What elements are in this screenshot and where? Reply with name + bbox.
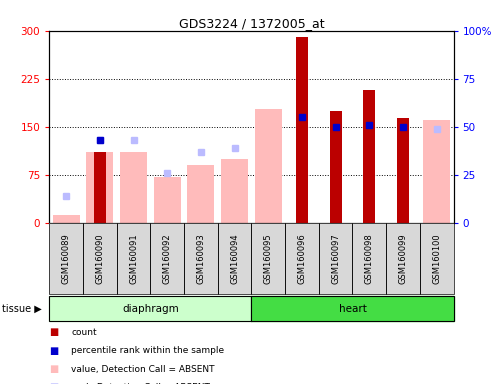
- Bar: [221, 159, 248, 223]
- Text: rank, Detection Call = ABSENT: rank, Detection Call = ABSENT: [71, 383, 211, 384]
- Text: GSM160097: GSM160097: [331, 233, 340, 284]
- Text: ■: ■: [49, 327, 59, 337]
- Text: ■: ■: [49, 364, 59, 374]
- Text: GSM160091: GSM160091: [129, 233, 138, 283]
- Text: GSM160093: GSM160093: [196, 233, 206, 284]
- Text: GSM160089: GSM160089: [62, 233, 70, 284]
- Bar: [154, 177, 180, 223]
- Bar: [296, 37, 308, 223]
- Bar: [86, 152, 113, 223]
- Text: value, Detection Call = ABSENT: value, Detection Call = ABSENT: [71, 364, 215, 374]
- Text: ■: ■: [49, 346, 59, 356]
- Text: count: count: [71, 328, 97, 337]
- Bar: [187, 165, 214, 223]
- Bar: [397, 118, 409, 223]
- Title: GDS3224 / 1372005_at: GDS3224 / 1372005_at: [178, 17, 324, 30]
- Text: GSM160092: GSM160092: [163, 233, 172, 283]
- Text: tissue ▶: tissue ▶: [2, 304, 42, 314]
- Bar: [94, 152, 106, 223]
- Text: GSM160095: GSM160095: [264, 233, 273, 283]
- Text: percentile rank within the sample: percentile rank within the sample: [71, 346, 225, 355]
- Bar: [363, 89, 375, 223]
- Bar: [53, 215, 79, 223]
- Bar: [255, 109, 282, 223]
- Text: GSM160094: GSM160094: [230, 233, 239, 283]
- Bar: [423, 120, 450, 223]
- Text: ■: ■: [49, 382, 59, 384]
- Text: GSM160098: GSM160098: [365, 233, 374, 284]
- Text: GSM160100: GSM160100: [432, 233, 441, 283]
- Bar: [330, 111, 342, 223]
- Text: GSM160096: GSM160096: [297, 233, 307, 284]
- Text: diaphragm: diaphragm: [122, 304, 179, 314]
- Text: GSM160090: GSM160090: [95, 233, 105, 283]
- Text: GSM160099: GSM160099: [398, 233, 408, 283]
- Bar: [120, 152, 147, 223]
- Text: heart: heart: [339, 304, 366, 314]
